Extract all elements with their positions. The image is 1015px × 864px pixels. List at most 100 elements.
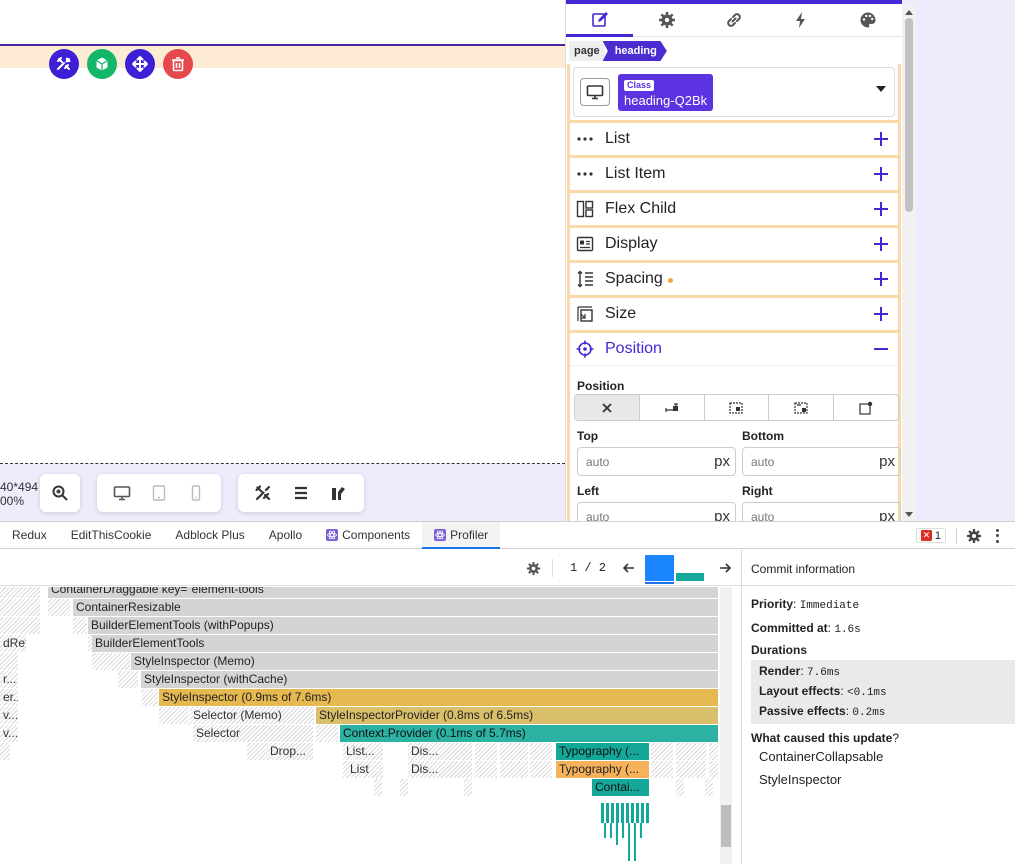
flamegraph-scrollbar[interactable] <box>720 587 732 864</box>
tab-profiler[interactable]: Profiler <box>422 522 501 549</box>
flame-bar[interactable] <box>475 743 497 760</box>
tab-actions[interactable] <box>768 4 835 36</box>
tab-settings[interactable] <box>633 4 700 36</box>
flame-bar[interactable]: Context.Provider (0.1ms of 5.7ms) <box>340 725 718 742</box>
flame-bar[interactable] <box>705 779 713 796</box>
tab-apollo[interactable]: Apollo <box>257 522 314 548</box>
tab-links[interactable] <box>700 4 767 36</box>
cause-item[interactable]: ContainerCollapsable <box>759 749 884 764</box>
flame-bar[interactable] <box>464 779 472 796</box>
components-icon[interactable] <box>329 483 349 503</box>
element-tools-button[interactable] <box>49 49 79 79</box>
section-spacing[interactable]: Spacing <box>570 260 898 295</box>
top-unit[interactable]: px <box>714 453 730 470</box>
flame-bar[interactable] <box>530 761 552 778</box>
tab-edit[interactable] <box>566 4 634 37</box>
plus-icon[interactable] <box>874 167 888 181</box>
flame-bar[interactable]: ContainerResizable <box>73 599 718 616</box>
section-list[interactable]: List <box>570 120 898 155</box>
flame-bar[interactable]: StyleInspector (withCache) <box>141 671 718 688</box>
flame-bar[interactable]: Typography (... <box>556 761 649 778</box>
flame-bar[interactable]: Typography (... <box>556 743 649 760</box>
tools-mode-icon[interactable] <box>253 483 273 503</box>
plus-icon[interactable] <box>874 132 888 146</box>
flame-bar[interactable] <box>73 617 87 634</box>
position-fixed-option[interactable] <box>768 395 833 420</box>
class-selector[interactable]: Class heading-Q2Bk <box>573 67 895 117</box>
position-sticky-option[interactable] <box>833 395 898 420</box>
layers-icon[interactable] <box>291 483 311 503</box>
profiler-settings-icon[interactable] <box>526 561 541 576</box>
flame-bar[interactable]: er... <box>0 689 18 706</box>
position-relative-option[interactable] <box>638 395 704 420</box>
move-element-button[interactable] <box>125 49 155 79</box>
right-input[interactable]: auto px <box>742 502 901 521</box>
save-component-button[interactable] <box>87 49 117 79</box>
flame-bar[interactable] <box>500 761 528 778</box>
chevron-down-icon[interactable] <box>876 86 886 92</box>
flame-bar[interactable] <box>709 743 718 760</box>
tab-adblock-plus[interactable]: Adblock Plus <box>163 522 256 548</box>
flame-bar[interactable] <box>48 599 70 616</box>
scroll-up-icon[interactable] <box>905 10 913 15</box>
flame-bar[interactable] <box>651 743 673 760</box>
tablet-view-icon[interactable] <box>149 483 169 503</box>
flame-bar[interactable] <box>92 653 130 670</box>
position-absolute-option[interactable] <box>703 395 769 420</box>
flame-bar[interactable] <box>0 617 40 634</box>
flame-bar[interactable]: v... <box>0 707 18 724</box>
flame-bar[interactable] <box>530 743 552 760</box>
flame-bar[interactable] <box>118 671 138 688</box>
flame-bar[interactable]: Selector (Memo) <box>190 707 314 724</box>
top-input[interactable]: auto px <box>577 447 736 476</box>
flame-bar[interactable] <box>141 689 158 706</box>
section-display[interactable]: Display <box>570 225 898 260</box>
selected-element-highlight[interactable] <box>0 46 565 68</box>
breadcrumb-current[interactable]: heading <box>602 41 667 61</box>
flame-bar[interactable] <box>316 725 338 742</box>
left-input[interactable]: auto px <box>577 502 736 521</box>
plus-icon[interactable] <box>874 272 888 286</box>
flame-bar[interactable]: BuilderElementTools (withPopups) <box>88 617 718 634</box>
flame-bar[interactable]: Dis... <box>408 743 472 760</box>
error-counter[interactable]: ✕ 1 <box>915 528 946 543</box>
bottom-input[interactable]: auto px <box>742 447 901 476</box>
flame-bar[interactable]: Selector <box>193 725 313 742</box>
flame-bar[interactable]: Drop... <box>247 743 313 760</box>
commit-bar-selected[interactable] <box>645 555 674 581</box>
tab-editthiscookie[interactable]: EditThisCookie <box>59 522 164 548</box>
canvas-page[interactable] <box>0 0 565 464</box>
settings-gear-icon[interactable] <box>966 528 982 544</box>
plus-icon[interactable] <box>874 202 888 216</box>
plus-icon[interactable] <box>874 307 888 321</box>
flame-bar[interactable]: BuilderElementTools <box>92 635 718 652</box>
flame-bar[interactable]: v... <box>0 725 18 742</box>
breadcrumb-page[interactable]: page <box>569 41 605 61</box>
flame-bar[interactable]: Dis... <box>408 761 472 778</box>
flame-bar[interactable] <box>676 761 706 778</box>
flame-bar[interactable] <box>676 779 684 796</box>
section-size[interactable]: Size <box>570 295 898 330</box>
commit-bar[interactable] <box>676 573 704 581</box>
flame-bar[interactable] <box>709 761 718 778</box>
tab-redux[interactable]: Redux <box>0 522 59 548</box>
class-chip[interactable]: Class heading-Q2Bk <box>618 73 714 111</box>
plus-icon[interactable] <box>874 237 888 251</box>
tab-theme[interactable] <box>835 4 902 36</box>
flame-bar[interactable] <box>0 743 10 760</box>
flame-bar[interactable] <box>159 707 189 724</box>
more-options-icon[interactable] <box>995 528 999 543</box>
flame-bar[interactable]: StyleInspector (Memo) <box>131 653 718 670</box>
scroll-down-icon[interactable] <box>905 512 913 517</box>
flame-bar[interactable]: StyleInspectorProvider (0.8ms of 6.5ms) <box>316 707 718 724</box>
inspector-scrollbar[interactable] <box>902 4 916 521</box>
arrow-left-icon[interactable] <box>622 561 636 575</box>
flame-bar[interactable] <box>0 653 18 670</box>
flame-bar[interactable]: List... <box>343 743 383 760</box>
minus-icon[interactable] <box>874 348 888 350</box>
breakpoint-selector[interactable] <box>580 78 610 106</box>
section-list-item[interactable]: List Item <box>570 155 898 190</box>
scrollbar-thumb[interactable] <box>905 18 913 212</box>
zoom-in-icon[interactable] <box>50 483 70 503</box>
left-unit[interactable]: px <box>714 508 730 521</box>
